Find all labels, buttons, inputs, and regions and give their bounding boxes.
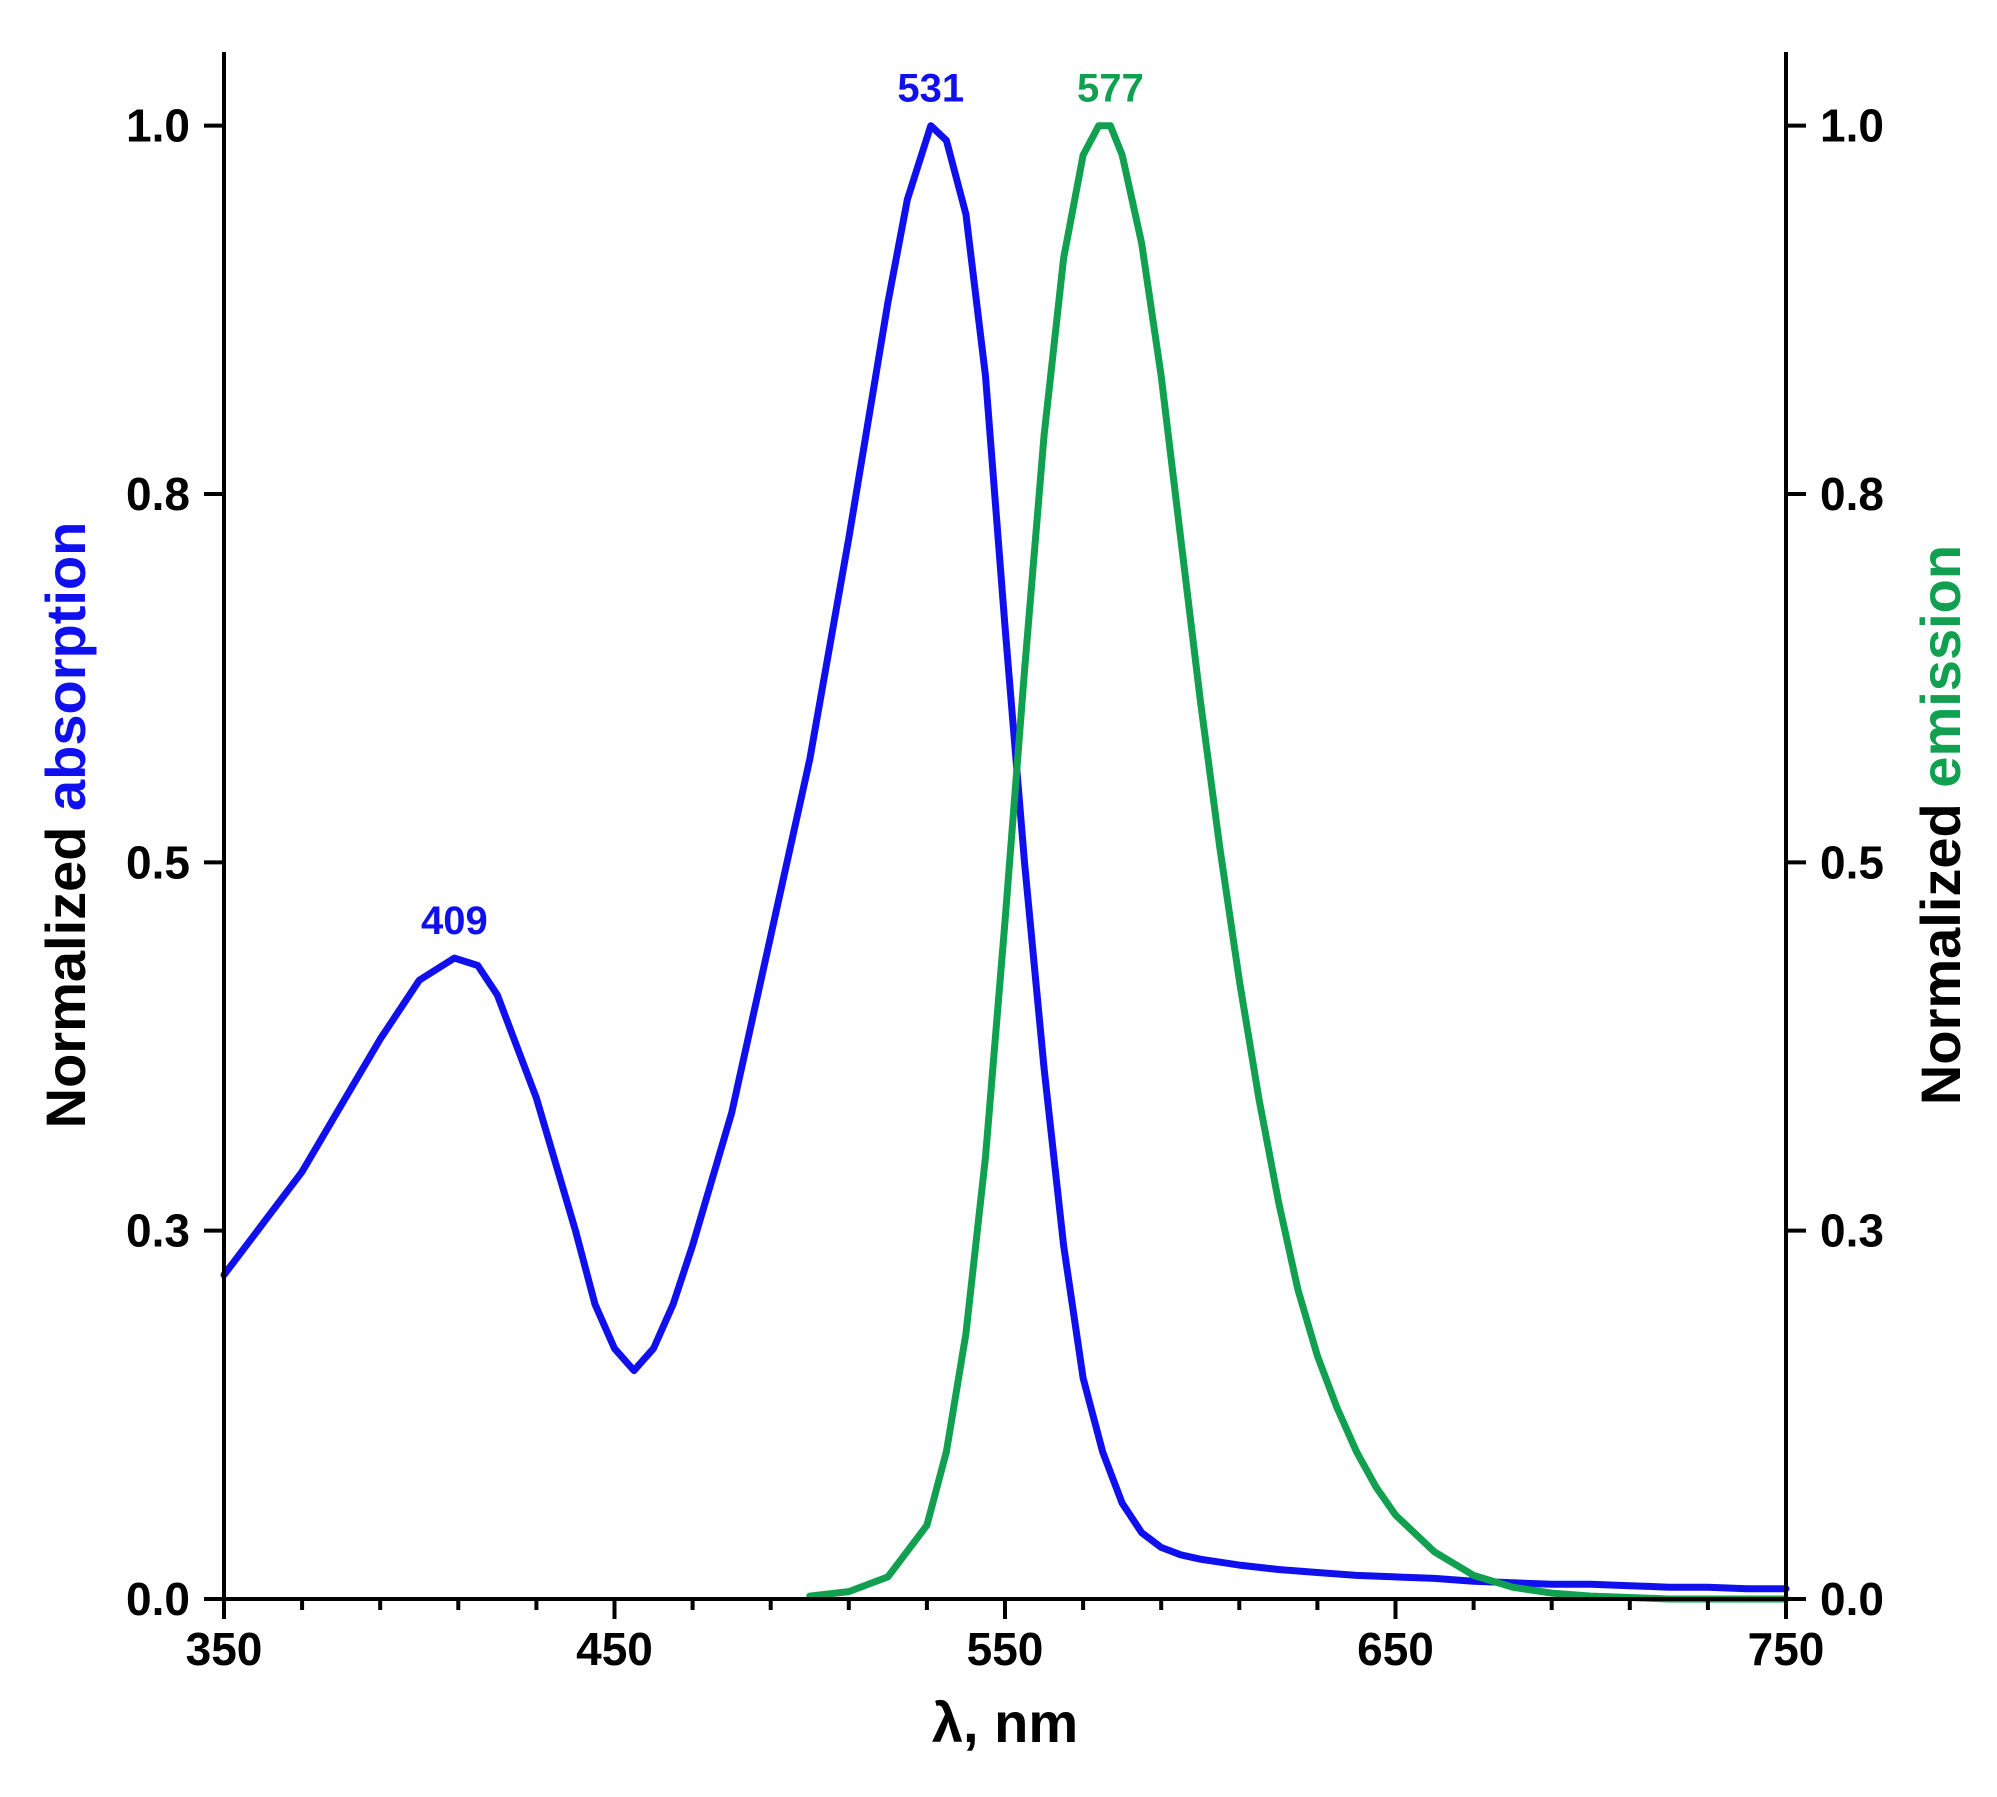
x-tick-label: 650	[1357, 1623, 1434, 1675]
right-y-tick-label: 0.8	[1820, 468, 1884, 520]
right-y-tick-label: 0.5	[1820, 836, 1884, 888]
left-y-tick-label: 1.0	[126, 100, 190, 152]
peak-label-409: 409	[421, 899, 488, 943]
right-y-tick-label: 1.0	[1820, 100, 1884, 152]
peak-label-577: 577	[1077, 67, 1144, 111]
plot-area	[220, 122, 1790, 1603]
left-y-tick-label: 0.8	[126, 468, 190, 520]
left-y-tick-label: 0.5	[126, 836, 190, 888]
x-tick-label: 750	[1748, 1623, 1825, 1675]
left-y-axis-title-prefix: Normalized	[34, 811, 97, 1128]
x-axis-title: λ, nm	[932, 1691, 1078, 1754]
left-y-axis-title-highlight: absorption	[34, 522, 97, 811]
x-tick-label: 450	[576, 1623, 653, 1675]
left-y-tick-label: 0.0	[126, 1573, 190, 1625]
axes	[222, 52, 1788, 1601]
right-y-axis-title-prefix: Normalized	[1909, 788, 1972, 1105]
emission-series-line	[806, 122, 1790, 1603]
left-y-axis-title: Normalized absorption	[34, 522, 97, 1129]
right-y-tick-label: 0.0	[1820, 1573, 1884, 1625]
right-y-axis-title: Normalized emission	[1909, 545, 1972, 1105]
x-tick-label: 350	[186, 1623, 263, 1675]
right-y-tick-label: 0.3	[1820, 1205, 1884, 1257]
peak-label-531: 531	[897, 67, 964, 111]
absorption-series-line	[220, 122, 1790, 1593]
left-y-tick-label: 0.3	[126, 1205, 190, 1257]
annotations: 409 531 577	[421, 67, 1144, 943]
right-y-axis-title-highlight: emission	[1909, 545, 1972, 788]
x-tick-label: 550	[967, 1623, 1044, 1675]
